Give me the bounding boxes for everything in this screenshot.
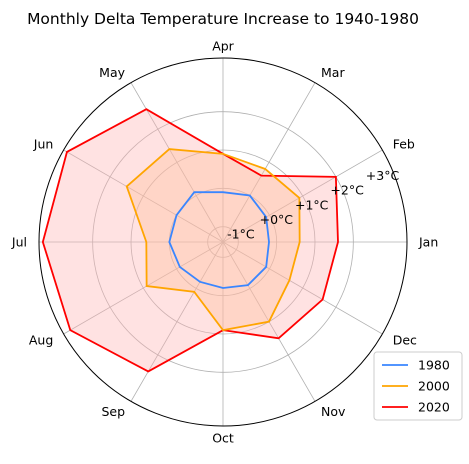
grid-spoke-1 <box>222 149 383 243</box>
angle-label-jun: Jun <box>33 137 54 152</box>
radial-label-0: -1°C <box>227 227 255 242</box>
angle-label-oct: Oct <box>212 431 234 446</box>
angle-label-jan: Jan <box>418 235 438 250</box>
series-line-2000 <box>125 148 301 332</box>
series-fill-2020 <box>42 109 338 372</box>
angle-labels: Jan Feb Mar Apr May Jun Jul Aug Sep Oct Nov Dec <box>11 39 438 446</box>
grid-spoke-11 <box>222 241 383 335</box>
grid-spoke-5 <box>63 149 224 243</box>
series-layer <box>38 57 408 427</box>
grid-spoke-7 <box>63 241 224 335</box>
angle-label-may: May <box>99 65 125 80</box>
legend-label-1980: 1980 <box>418 358 450 373</box>
angle-label-nov: Nov <box>321 404 346 419</box>
series-fill-2000 <box>126 149 300 331</box>
legend-box <box>373 351 463 421</box>
angle-label-dec: Dec <box>393 333 417 348</box>
angle-label-apr: Apr <box>212 39 234 54</box>
radial-label-2: +1°C <box>295 197 329 212</box>
series-line-1980 <box>168 191 270 289</box>
grid-spoke-8 <box>130 241 224 402</box>
angle-label-aug: Aug <box>29 333 53 348</box>
angle-label-feb: Feb <box>393 137 415 152</box>
series-line-2020 <box>41 108 339 373</box>
angle-label-sep: Sep <box>101 404 125 419</box>
angle-label-jul: Jul <box>11 235 27 250</box>
legend: 1980 2000 2020 <box>373 351 463 421</box>
outer-frame <box>38 57 408 427</box>
radial-label-1: +0°C <box>260 212 294 227</box>
radial-label-4: +3°C <box>366 168 400 183</box>
legend-label-2000: 2000 <box>418 379 450 394</box>
radial-label-3: +2°C <box>330 183 364 198</box>
legend-label-2020: 2020 <box>418 400 450 415</box>
chart-title: Monthly Delta Temperature Increase to 19… <box>27 10 419 28</box>
grid-spoke-2 <box>222 82 316 243</box>
radial-labels: -1°C +0°C+1°C+2°C+3°C <box>227 168 399 242</box>
angle-label-mar: Mar <box>321 65 345 80</box>
